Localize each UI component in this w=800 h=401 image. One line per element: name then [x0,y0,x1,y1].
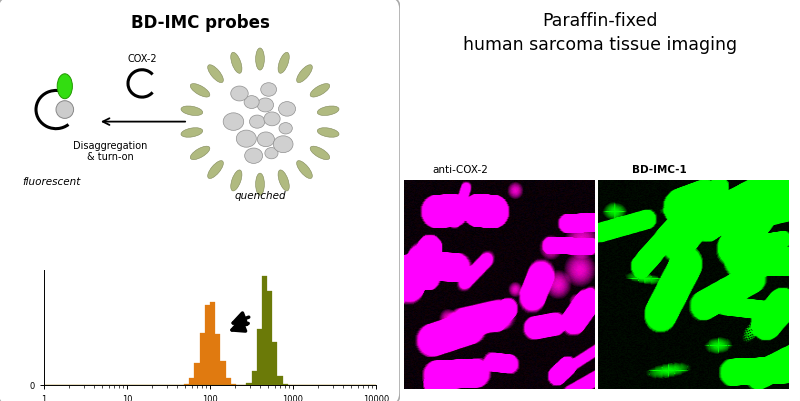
Bar [210,302,215,385]
Bar [267,291,272,385]
Ellipse shape [190,84,210,98]
Bar [194,363,200,385]
Ellipse shape [230,170,242,191]
Text: COX-2: COX-2 [127,53,157,63]
Ellipse shape [256,49,264,71]
Ellipse shape [297,161,312,179]
Ellipse shape [208,66,223,83]
Ellipse shape [181,128,202,138]
Text: anti-COX-2: anti-COX-2 [432,164,488,174]
Bar [220,361,226,385]
Ellipse shape [208,161,223,179]
Ellipse shape [245,149,262,164]
Ellipse shape [257,99,274,113]
Ellipse shape [244,96,259,109]
Bar [272,342,278,385]
Ellipse shape [279,123,292,135]
Bar [251,371,257,385]
Ellipse shape [181,107,202,116]
Ellipse shape [278,53,290,74]
Ellipse shape [264,113,280,126]
Bar [246,383,251,385]
Bar [282,384,288,385]
Text: Paraffin-fixed
human sarcoma tissue imaging: Paraffin-fixed human sarcoma tissue imag… [463,12,737,53]
Ellipse shape [310,84,330,98]
Ellipse shape [261,83,277,97]
Circle shape [56,101,74,119]
Ellipse shape [256,174,264,196]
Bar [226,378,230,385]
Ellipse shape [258,133,274,147]
Bar [257,330,262,385]
Ellipse shape [318,128,339,138]
Ellipse shape [230,87,248,102]
Ellipse shape [236,131,256,148]
Text: BD-IMC-1: BD-IMC-1 [632,164,686,174]
Bar [262,276,267,385]
Ellipse shape [223,113,244,131]
FancyBboxPatch shape [0,0,400,401]
Text: fluorescent: fluorescent [22,176,80,186]
Bar [205,305,210,385]
Ellipse shape [250,116,265,129]
Ellipse shape [318,107,339,116]
Bar [184,384,190,385]
Bar [278,377,282,385]
Ellipse shape [230,53,242,74]
Bar [230,384,236,385]
Ellipse shape [310,147,330,160]
Ellipse shape [274,136,293,153]
Bar [200,334,205,385]
Ellipse shape [265,148,278,160]
Ellipse shape [297,66,312,83]
Text: BD-IMC probes: BD-IMC probes [130,14,270,32]
Ellipse shape [190,147,210,160]
Text: Disaggregation
& turn-on: Disaggregation & turn-on [73,140,147,162]
Ellipse shape [278,102,295,117]
Text: quenched: quenched [234,190,286,200]
Ellipse shape [58,75,72,99]
Ellipse shape [278,170,290,191]
Bar [190,379,194,385]
Bar [215,334,220,385]
